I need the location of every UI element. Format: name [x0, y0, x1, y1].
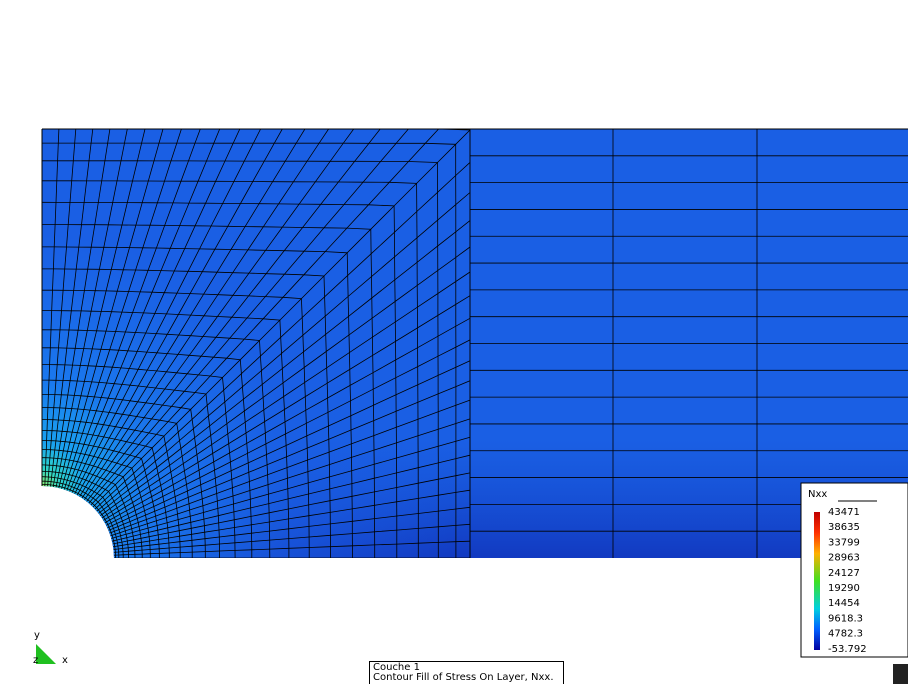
mesh-line — [42, 407, 193, 558]
mesh-line — [42, 440, 160, 558]
mesh-line — [42, 246, 353, 558]
mesh-line — [42, 480, 120, 558]
mesh-line — [42, 268, 331, 558]
mesh-line — [42, 470, 129, 558]
legend-value: 14454 — [828, 598, 860, 609]
mesh-line — [42, 394, 206, 558]
mesh-line — [42, 160, 439, 558]
legend: Nxx 43471 38635 33799 28963 24127 19290 14454 9… — [800, 482, 908, 658]
mesh-line — [42, 419, 181, 558]
mesh-line — [42, 449, 151, 558]
legend-value: 33799 — [828, 537, 860, 548]
plate — [42, 129, 908, 558]
legend-value: 38635 — [828, 522, 860, 533]
mesh-line — [42, 484, 116, 558]
mesh-line — [42, 142, 457, 558]
mesh-line — [42, 457, 143, 558]
mesh-line — [42, 289, 310, 558]
mesh-line — [42, 347, 253, 558]
mesh — [42, 129, 908, 558]
legend-title: Nxx — [808, 489, 827, 500]
mesh-line — [42, 224, 376, 558]
mesh-line — [42, 364, 236, 558]
caption: Couche 1 Contour Fill of Stress On Layer… — [369, 661, 564, 684]
mesh-line — [42, 180, 419, 558]
axis-y: y — [34, 630, 40, 641]
legend-value: 43471 — [828, 507, 860, 518]
caption-line1: Couche 1 — [373, 662, 420, 673]
mesh-line — [42, 310, 290, 558]
legend-value: -53.792 — [828, 644, 867, 655]
caption-line2: Contour Fill of Stress On Layer, Nxx. — [373, 672, 554, 683]
logo — [893, 664, 908, 684]
axes-triad: y z x — [33, 630, 68, 666]
legend-value: 4782.3 — [828, 629, 863, 640]
mesh-line — [42, 201, 398, 558]
mesh-line — [42, 430, 170, 558]
legend-value: 9618.3 — [828, 613, 863, 624]
legend-value: 19290 — [828, 583, 860, 594]
mesh-line — [42, 329, 271, 558]
axis-z: z — [33, 655, 38, 666]
mesh-line — [42, 464, 136, 558]
mesh-line — [42, 379, 220, 558]
legend-value: 28963 — [828, 553, 860, 564]
axis-x: x — [62, 655, 68, 666]
mesh-line — [42, 476, 124, 558]
legend-value: 24127 — [828, 568, 860, 579]
